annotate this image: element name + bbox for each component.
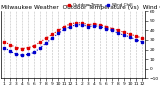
Legend: Outdoor Temp, Wind Chill: Outdoor Temp, Wind Chill bbox=[64, 1, 134, 9]
Text: Milwaukee Weather  Outdoor Temperature (vs)  Wind Chill (Last 24 Hours): Milwaukee Weather Outdoor Temperature (v… bbox=[1, 5, 160, 10]
